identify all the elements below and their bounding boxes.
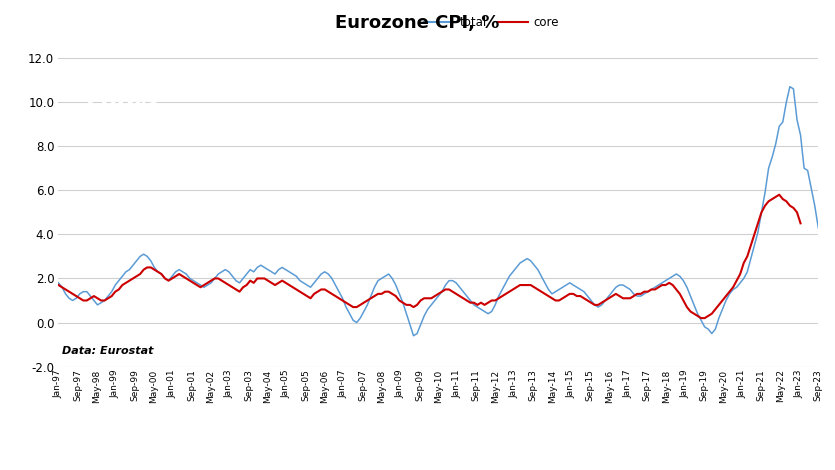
core [796, 220, 806, 226]
core [405, 302, 415, 308]
Line: total: total [58, 86, 818, 336]
total [316, 271, 326, 277]
total [53, 280, 63, 286]
core [53, 282, 63, 288]
Text: FxPro: FxPro [86, 97, 162, 121]
total [146, 258, 156, 264]
core [721, 293, 731, 299]
Legend: total, core: total, core [419, 11, 564, 34]
core [696, 315, 706, 321]
Text: Eurozone CPI, %: Eurozone CPI, % [336, 14, 499, 32]
Line: core: core [58, 195, 801, 318]
core [675, 291, 685, 297]
total [632, 293, 642, 299]
total [355, 315, 365, 321]
core [210, 275, 220, 281]
core [423, 296, 433, 301]
total [96, 300, 106, 306]
total [785, 84, 795, 89]
total [270, 271, 280, 277]
Text: Data: Eurostat: Data: Eurostat [63, 346, 154, 356]
total [408, 333, 418, 338]
core [774, 192, 784, 197]
core [61, 287, 71, 292]
Text: Trade Like a Pro: Trade Like a Pro [83, 157, 165, 167]
total [813, 225, 823, 231]
